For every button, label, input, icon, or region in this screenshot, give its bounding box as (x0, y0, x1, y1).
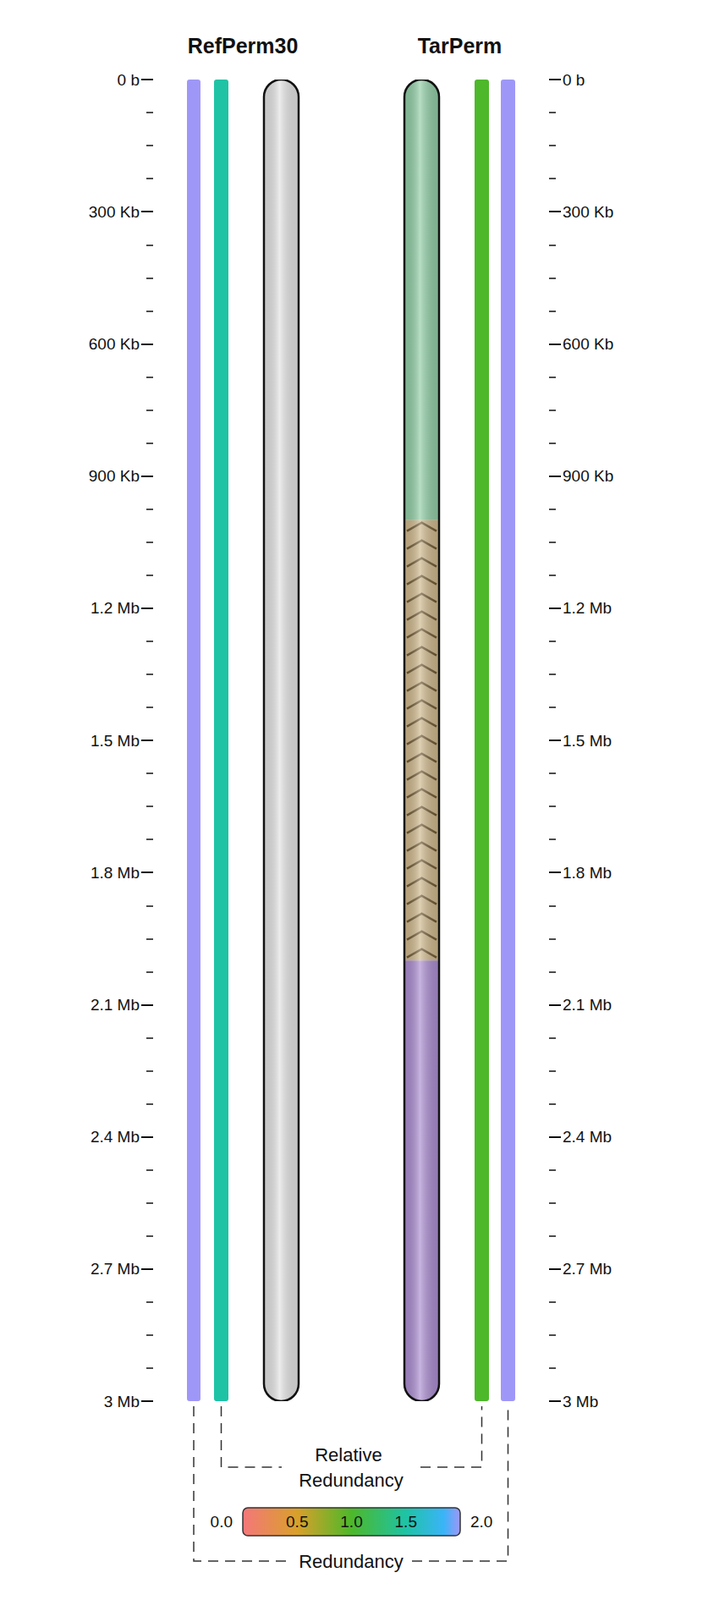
svg-text:1.5: 1.5 (395, 1512, 418, 1531)
svg-text:1.2 Mb: 1.2 Mb (90, 598, 140, 617)
svg-text:2.7 Mb: 2.7 Mb (562, 1259, 612, 1278)
svg-text:900 Kb: 900 Kb (88, 466, 140, 485)
svg-text:Redundancy: Redundancy (298, 1469, 404, 1491)
svg-text:0.0: 0.0 (210, 1512, 233, 1531)
svg-text:0.5: 0.5 (285, 1512, 308, 1531)
svg-text:RefPerm30: RefPerm30 (187, 33, 299, 58)
svg-text:2.4 Mb: 2.4 Mb (562, 1127, 612, 1146)
svg-text:2.1 Mb: 2.1 Mb (90, 995, 140, 1014)
svg-text:2.7 Mb: 2.7 Mb (90, 1259, 140, 1278)
svg-text:300 Kb: 300 Kb (562, 203, 614, 221)
svg-text:Redundancy: Redundancy (298, 1550, 404, 1572)
svg-text:1.8 Mb: 1.8 Mb (90, 863, 140, 882)
svg-text:1.5 Mb: 1.5 Mb (562, 731, 612, 750)
svg-text:600 Kb: 600 Kb (88, 335, 140, 353)
svg-text:0 b: 0 b (562, 71, 585, 89)
svg-text:2.1 Mb: 2.1 Mb (562, 995, 612, 1014)
svg-text:3 Mb: 3 Mb (104, 1392, 140, 1411)
svg-text:900 Kb: 900 Kb (562, 466, 614, 485)
svg-text:Relative: Relative (314, 1444, 388, 1466)
svg-text:1.0: 1.0 (340, 1512, 363, 1531)
svg-text:TarPerm: TarPerm (417, 33, 503, 58)
svg-text:1.8 Mb: 1.8 Mb (562, 863, 612, 882)
svg-text:300 Kb: 300 Kb (88, 203, 140, 221)
svg-text:3 Mb: 3 Mb (562, 1392, 599, 1411)
svg-text:2.0: 2.0 (470, 1512, 493, 1531)
svg-text:2.4 Mb: 2.4 Mb (90, 1127, 140, 1146)
svg-text:600 Kb: 600 Kb (562, 335, 614, 353)
svg-text:1.5 Mb: 1.5 Mb (90, 731, 140, 750)
svg-text:0 b: 0 b (117, 71, 140, 89)
svg-text:1.2 Mb: 1.2 Mb (562, 598, 612, 617)
